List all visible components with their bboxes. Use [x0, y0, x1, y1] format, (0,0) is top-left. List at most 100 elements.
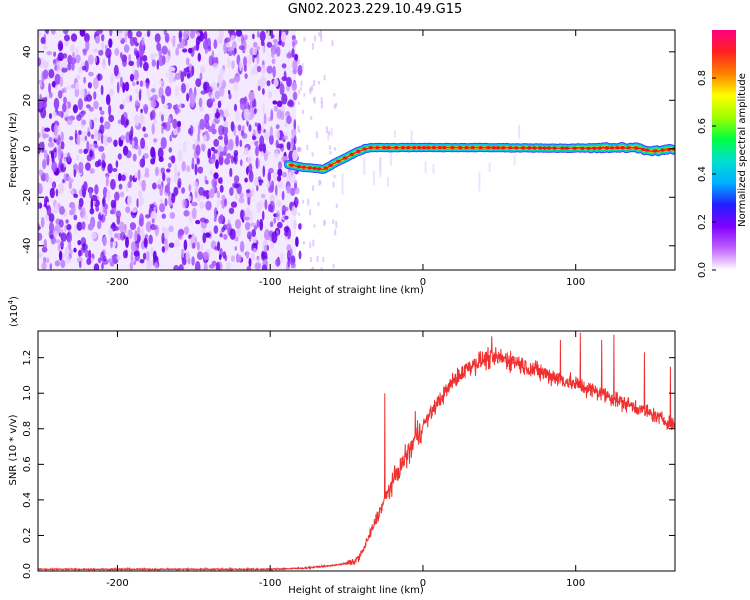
noise-blob: [248, 170, 254, 183]
noise-blob: [253, 108, 257, 114]
noise-blob: [54, 260, 61, 267]
noise-blob: [62, 58, 68, 69]
noise-blob: [90, 222, 94, 229]
noise-blob: [252, 33, 255, 40]
noise-speck: [309, 242, 312, 249]
noise-blob: [200, 167, 204, 172]
noise-blob: [68, 242, 72, 251]
noise-blob: [54, 73, 61, 85]
noise-blob: [95, 205, 100, 212]
noise-blob: [90, 198, 94, 211]
y-tick-label: 0: [22, 146, 33, 152]
noise-blob: [161, 94, 166, 105]
noise-blob: [48, 113, 53, 119]
noise-blob: [256, 219, 260, 228]
noise-blob: [70, 33, 78, 42]
noise-blob: [211, 128, 217, 135]
ridge-peak-dot: [356, 149, 361, 153]
noise-blob: [203, 30, 208, 40]
ridge-peak-dot: [520, 146, 526, 150]
ridge-peak-dot: [411, 146, 417, 150]
noise-speck: [310, 116, 313, 121]
noise-blob: [209, 169, 213, 176]
noise-blob: [257, 124, 262, 135]
snr-x-label: Height of straight line (km): [288, 585, 424, 596]
noise-speck: [320, 101, 323, 109]
noise-blob: [260, 75, 267, 87]
noise-blob: [244, 147, 249, 156]
noise-blob: [234, 110, 241, 122]
noise-blob: [183, 239, 188, 251]
noise-speck: [298, 90, 301, 95]
noise-blob: [110, 209, 115, 215]
noise-blob: [281, 204, 287, 214]
noise-blob: [234, 73, 241, 83]
noise-blob: [288, 172, 292, 177]
noise-blob: [143, 133, 149, 138]
noise-blob: [204, 120, 210, 130]
noise-blob: [291, 136, 294, 148]
noise-blob: [244, 216, 250, 221]
noise-blob: [257, 31, 260, 38]
noise-blob: [54, 239, 61, 244]
noise-blob: [264, 229, 271, 241]
noise-speck: [332, 219, 335, 225]
noise-blob: [250, 252, 255, 261]
noise-blob: [65, 219, 69, 224]
noise-blob: [186, 82, 190, 89]
noise-blob: [142, 126, 146, 132]
noise-blob: [261, 264, 268, 270]
noise-blob: [188, 184, 192, 192]
noise-blob: [42, 45, 48, 50]
noise-blob: [225, 42, 231, 48]
noise-blob: [49, 221, 54, 233]
noise-speck: [333, 92, 336, 97]
noise-speck: [331, 40, 334, 47]
noise-blob: [207, 37, 212, 50]
noise-blob: [110, 178, 116, 190]
noise-blob: [63, 96, 67, 105]
noise-blob: [109, 88, 114, 97]
noise-blob: [282, 172, 287, 178]
noise-blob: [115, 172, 119, 182]
noise-blob: [105, 94, 111, 106]
snr-panel: -200 -100 0 100 0.0 0.2 0.4 0.6 0.8 1.0 1.2 Heigh…: [7, 296, 676, 596]
ridge-peak-dot: [289, 163, 294, 167]
noise-blob: [150, 246, 154, 256]
noise-blob: [85, 104, 91, 109]
noise-blob: [134, 50, 139, 57]
noise-blob: [162, 172, 166, 182]
noise-blob: [152, 94, 159, 100]
noise-blob: [284, 215, 289, 220]
noise-blob: [68, 181, 73, 189]
y-tick-label: 0.2: [22, 527, 33, 543]
noise-blob: [112, 168, 118, 172]
noise-blob: [172, 118, 178, 129]
noise-blob: [111, 255, 115, 261]
noise-blob: [87, 82, 92, 89]
noise-blob: [189, 92, 196, 105]
noise-blob: [223, 120, 229, 128]
noise-blob: [91, 194, 98, 202]
y-tick-label: 0.0: [22, 563, 33, 579]
noise-blob: [271, 49, 275, 59]
noise-blob: [139, 80, 143, 87]
noise-blob: [213, 138, 220, 147]
ridge-peak-dot: [586, 146, 591, 150]
y-tick-label: 0.4: [22, 492, 33, 508]
noise-blob: [251, 229, 256, 238]
noise-blob: [97, 73, 101, 82]
noise-blob: [191, 207, 197, 220]
noise-blob: [140, 108, 143, 114]
noise-speck: [310, 267, 313, 270]
noise-blob: [189, 30, 196, 39]
noise-blob: [180, 71, 185, 83]
noise-blob: [153, 119, 158, 125]
noise-blob: [240, 159, 243, 167]
noise-blob: [128, 54, 132, 63]
ridge-peak-dot: [508, 146, 513, 150]
noise-blob: [93, 263, 100, 270]
ridge-peak-dot: [592, 146, 597, 150]
x-tick-label: -200: [106, 578, 129, 589]
noise-speck: [341, 173, 344, 195]
